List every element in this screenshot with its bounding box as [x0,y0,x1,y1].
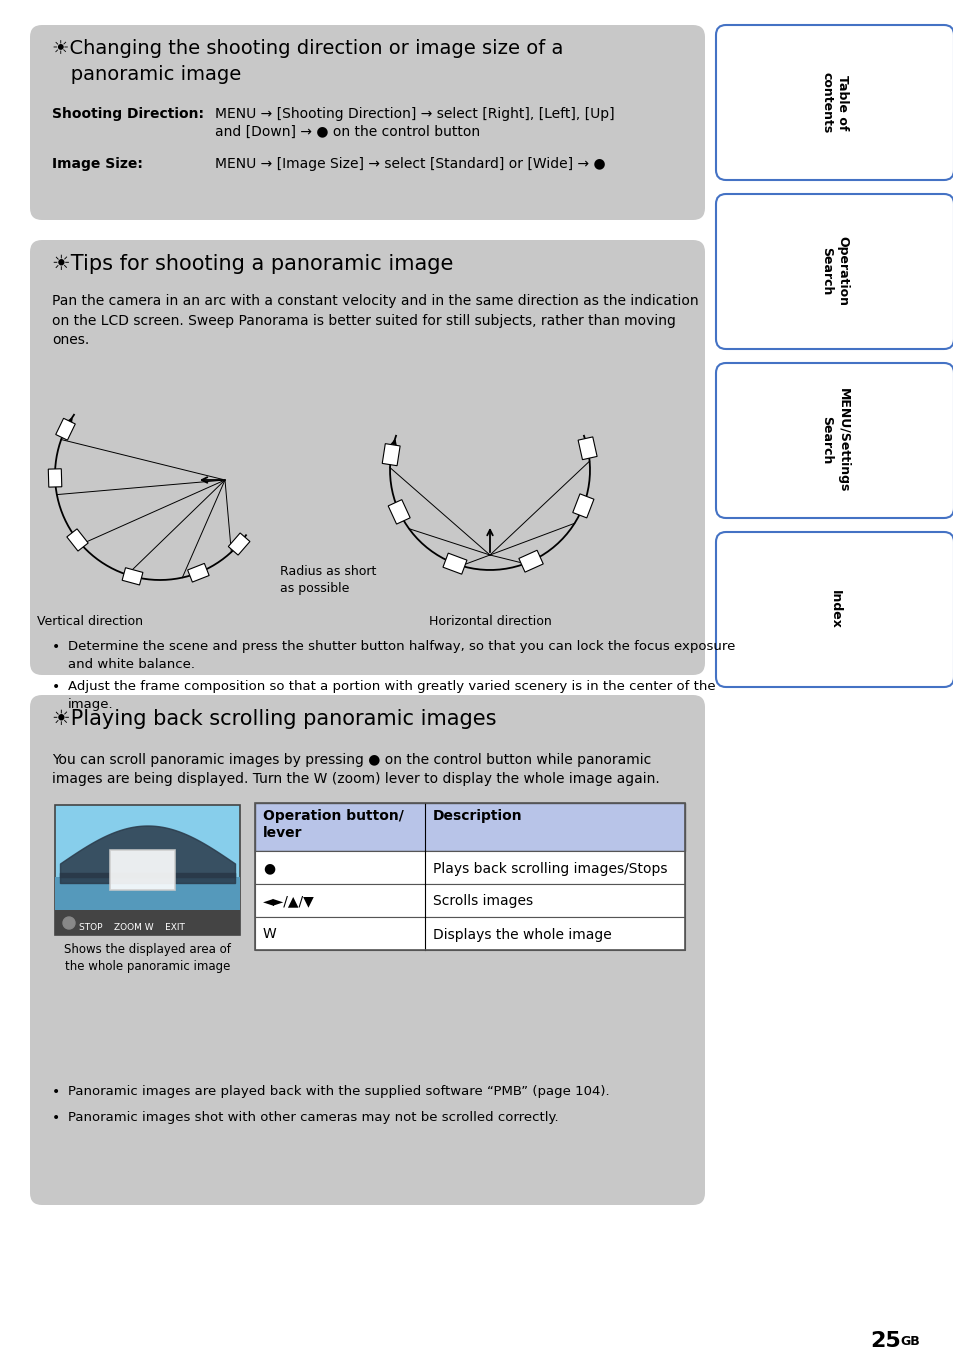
Bar [388,500,410,524]
Bar [572,494,594,517]
Text: Radius as short
as possible: Radius as short as possible [280,565,376,596]
Bar [228,533,250,554]
Text: and [Down] → ● on the control button: and [Down] → ● on the control button [214,125,479,140]
Text: 25: 25 [869,1331,900,1351]
Bar [254,804,684,950]
Circle shape [63,917,75,930]
Bar [55,910,240,935]
Bar [578,437,597,460]
Text: ◄►/▲/▼: ◄►/▲/▼ [263,894,314,909]
FancyBboxPatch shape [30,25,704,220]
Text: Adjust the frame composition so that a portion with greatly varied scenery is in: Adjust the frame composition so that a p… [68,680,715,711]
Text: Description: Description [433,809,522,823]
Text: Index: Index [827,590,841,628]
FancyBboxPatch shape [716,533,953,687]
Text: STOP    ZOOM W    EXIT: STOP ZOOM W EXIT [79,924,185,932]
Text: Shows the displayed area of
the whole panoramic image: Shows the displayed area of the whole pa… [64,943,231,973]
Text: You can scroll panoramic images by pressing ● on the control button while panora: You can scroll panoramic images by press… [52,753,659,787]
Text: panoramic image: panoramic image [52,64,241,84]
Text: MENU → [Image Size] → select [Standard] or [Wide] → ●: MENU → [Image Size] → select [Standard] … [214,157,605,171]
FancyBboxPatch shape [30,240,704,675]
Text: Vertical direction: Vertical direction [37,615,143,628]
Text: MENU → [Shooting Direction] → select [Right], [Left], [Up]: MENU → [Shooting Direction] → select [Ri… [214,107,614,120]
Text: GB: GB [899,1335,919,1348]
Text: •: • [52,680,60,694]
Text: Image Size:: Image Size: [52,157,143,171]
Text: Horizontal direction: Horizontal direction [428,615,551,628]
Text: MENU/Settings
Search: MENU/Settings Search [820,389,848,493]
Text: Shooting Direction:: Shooting Direction: [52,107,204,120]
Text: Pan the camera in an arc with a constant velocity and in the same direction as t: Pan the camera in an arc with a constant… [52,294,698,346]
Text: ☀Playing back scrolling panoramic images: ☀Playing back scrolling panoramic images [52,709,496,730]
Text: Table of
contents: Table of contents [820,73,848,133]
Bar [382,444,399,465]
Text: •: • [52,639,60,654]
Text: Operation button/
lever: Operation button/ lever [263,809,403,841]
FancyBboxPatch shape [716,194,953,349]
Bar [110,850,174,890]
Bar [442,553,466,574]
Bar [55,876,240,935]
Text: Plays back scrolling images/Stops: Plays back scrolling images/Stops [433,861,667,876]
Bar [55,419,75,441]
Bar [55,805,240,935]
Text: Scrolls images: Scrolls images [433,894,533,909]
Text: Operation
Search: Operation Search [820,237,848,307]
FancyBboxPatch shape [716,25,953,179]
Text: ☀Changing the shooting direction or image size of a: ☀Changing the shooting direction or imag… [52,38,563,57]
Bar [67,528,88,552]
Bar [49,468,62,487]
Text: ☀Tips for shooting a panoramic image: ☀Tips for shooting a panoramic image [52,255,453,274]
Bar [254,884,684,917]
Text: Displays the whole image: Displays the whole image [433,928,611,942]
Text: ●: ● [263,861,274,876]
Bar [188,564,209,582]
FancyBboxPatch shape [30,695,704,1205]
Bar [122,568,143,585]
Text: •: • [52,1112,60,1125]
Text: •: • [52,1086,60,1099]
Text: Panoramic images shot with other cameras may not be scrolled correctly.: Panoramic images shot with other cameras… [68,1112,558,1124]
Bar [254,917,684,950]
Bar [254,852,684,884]
Text: W: W [263,928,276,942]
FancyBboxPatch shape [716,363,953,517]
Text: Panoramic images are played back with the supplied software “PMB” (page 104).: Panoramic images are played back with th… [68,1086,609,1098]
Text: Determine the scene and press the shutter button halfway, so that you can lock t: Determine the scene and press the shutte… [68,639,735,671]
Bar [254,804,684,852]
Bar [518,550,542,572]
